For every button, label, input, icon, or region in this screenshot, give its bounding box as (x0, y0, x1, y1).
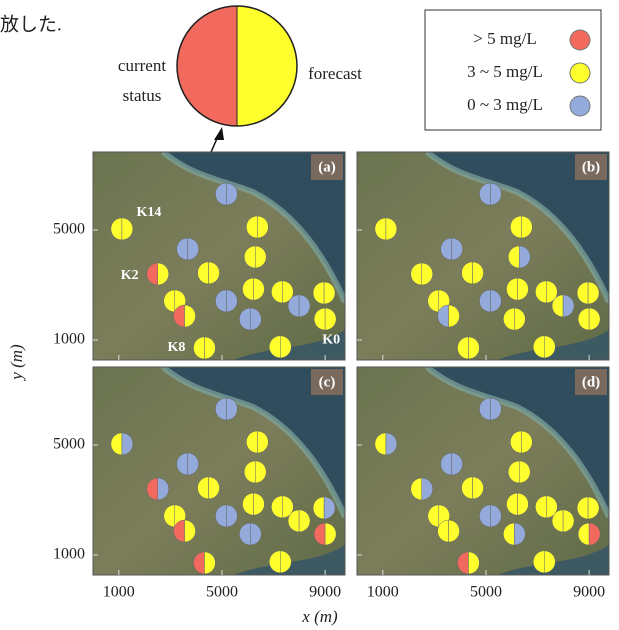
callout-status: status (123, 86, 162, 105)
panel-label: (d) (582, 374, 600, 390)
y-tick-label: 1000 (53, 546, 85, 563)
callout-forecast-half (237, 6, 297, 126)
arrow-head (214, 127, 224, 140)
legend: > 5 mg/L 3 ~ 5 mg/L 0 ~ 3 mg/L (467, 29, 590, 116)
legend-label: > 5 mg/L (473, 29, 536, 48)
map (357, 152, 609, 360)
figure: 放した. > 5 mg/L 3 ~ 5 mg/L 0 ~ 3 mg/L curren… (0, 0, 619, 630)
x-tick-label: 9000 (573, 584, 605, 601)
legend-swatch (570, 30, 590, 50)
panel: (a) 1000 5000 K14 K2 K0 K8 (53, 152, 345, 360)
x-tick-label: 1000 (103, 584, 135, 601)
callout-forecast: forecast (308, 64, 362, 83)
panel-label: (b) (582, 159, 600, 175)
panel: (c) 1000 5000 9000 1000 5000 (53, 367, 345, 601)
x-axis-title: x (m) (301, 607, 338, 626)
map (93, 152, 345, 360)
y-axis-title: y (m) (7, 344, 26, 382)
panel-label: (c) (319, 374, 336, 390)
station-label: K2 (121, 268, 139, 283)
x-tick-label: 1000 (367, 584, 399, 601)
y-tick-label: 1000 (53, 331, 85, 348)
x-tick-label: 5000 (470, 584, 502, 601)
x-tick-label: 5000 (206, 584, 238, 601)
station-label: K14 (136, 205, 161, 220)
legend-label: 0 ~ 3 mg/L (467, 95, 543, 114)
map (357, 367, 609, 575)
callout-current: current (118, 56, 166, 75)
legend-swatch (570, 63, 590, 83)
panel: (b) (357, 152, 609, 360)
y-tick-label: 5000 (53, 221, 85, 238)
legend-swatch (570, 96, 590, 116)
legend-label: 3 ~ 5 mg/L (467, 62, 543, 81)
panel-label: (a) (318, 159, 336, 175)
station-label: K8 (167, 340, 185, 355)
caption-fragment: 放した. (0, 13, 62, 35)
panel: (d) 1000 5000 9000 (357, 367, 609, 601)
y-tick-label: 5000 (53, 436, 85, 453)
x-tick-label: 9000 (309, 584, 341, 601)
callout-current-half (177, 6, 237, 126)
map (93, 367, 345, 575)
station-label: K0 (322, 332, 340, 347)
